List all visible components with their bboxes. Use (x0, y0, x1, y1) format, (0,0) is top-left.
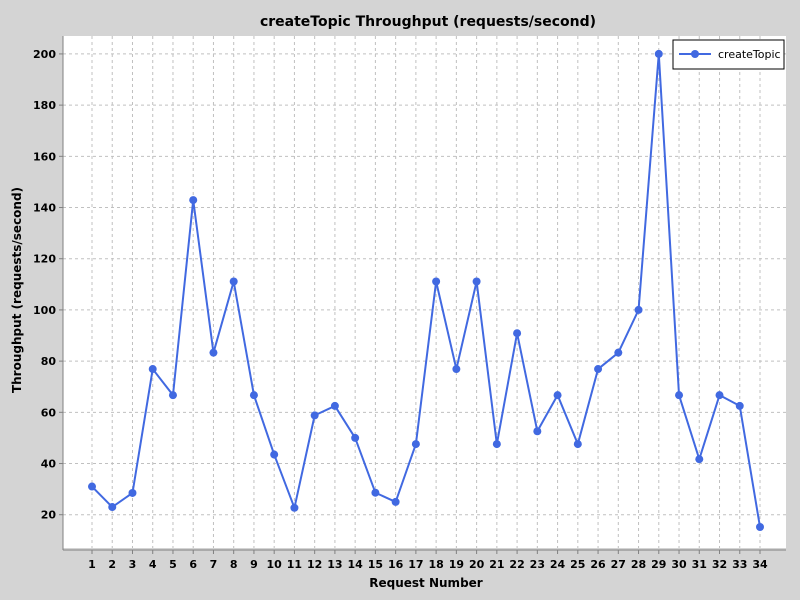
x-tick-label: 25 (570, 558, 585, 571)
data-point (492, 440, 501, 449)
x-tick-label: 15 (368, 558, 383, 571)
data-point (553, 391, 562, 400)
x-tick-label: 2 (108, 558, 116, 571)
y-tick-label: 120 (33, 253, 56, 266)
data-point (452, 365, 461, 374)
x-tick-label: 3 (129, 558, 137, 571)
legend-marker-swatch (691, 50, 699, 58)
x-tick-label: 9 (250, 558, 258, 571)
axes (59, 36, 786, 554)
x-tick-label: 11 (287, 558, 302, 571)
x-tick-label: 6 (189, 558, 197, 571)
x-tick-label: 30 (671, 558, 687, 571)
x-tick-label: 33 (732, 558, 747, 571)
data-point (513, 329, 522, 338)
x-tick-label: 7 (210, 558, 218, 571)
x-tick-label: 24 (550, 558, 566, 571)
y-tick-label: 100 (33, 304, 56, 317)
x-tick-label: 27 (611, 558, 626, 571)
x-tick-label: 31 (692, 558, 707, 571)
data-point (715, 391, 724, 400)
data-point (229, 277, 238, 286)
y-tick-labels: 20 40 60 80 100 120 140 160 180 200 (33, 48, 56, 522)
x-tick-label: 17 (408, 558, 423, 571)
data-point (614, 348, 623, 357)
x-tick-label: 23 (530, 558, 545, 571)
x-tick-label: 20 (469, 558, 485, 571)
data-point (654, 49, 663, 58)
data-point (432, 277, 441, 286)
data-point (756, 523, 764, 532)
y-tick-label: 40 (41, 458, 57, 471)
data-point (290, 503, 299, 512)
data-point (634, 305, 643, 314)
data-point (209, 348, 218, 357)
legend: createTopic (672, 39, 785, 70)
y-tick-label: 180 (33, 99, 56, 112)
plot-area (63, 36, 786, 548)
data-point (533, 427, 542, 436)
series-layer (88, 49, 764, 532)
data-point (351, 433, 360, 442)
data-point (594, 365, 603, 374)
y-tick-label: 20 (41, 509, 57, 522)
x-tick-label: 19 (449, 558, 464, 571)
x-tick-label: 22 (509, 558, 524, 571)
x-tick-label: 5 (169, 558, 177, 571)
data-point (270, 450, 279, 459)
data-point (675, 391, 684, 400)
data-point (411, 440, 420, 449)
x-tick-label: 29 (651, 558, 666, 571)
x-tick-label: 21 (489, 558, 504, 571)
x-tick-label: 13 (327, 558, 342, 571)
y-tick-label: 140 (33, 202, 56, 215)
data-point (391, 497, 400, 506)
data-point (148, 365, 157, 374)
y-tick-label: 60 (41, 406, 57, 419)
x-tick-label: 26 (590, 558, 606, 571)
y-tick-label: 160 (33, 150, 56, 163)
data-point (695, 455, 704, 464)
series-line (91, 52, 761, 528)
data-point (735, 401, 744, 410)
grid (63, 36, 786, 548)
chart-title: createTopic Throughput (requests/second) (260, 14, 596, 30)
x-axis-label: Request Number (369, 576, 483, 590)
y-axis-label: Throughput (requests/second) (10, 187, 24, 393)
data-point (168, 391, 177, 400)
data-point (371, 488, 380, 497)
data-point (310, 411, 319, 420)
x-tick-label: 10 (267, 558, 283, 571)
x-tick-label: 34 (752, 558, 768, 571)
data-point (472, 277, 481, 286)
x-tick-label: 28 (631, 558, 646, 571)
x-tick-labels: 1 2 3 4 5 6 7 8 9 10 11 12 13 14 15 16 17 18 19 20 21 22 23 24 2… (88, 558, 768, 571)
data-point (189, 196, 198, 205)
y-tick-label: 80 (41, 355, 57, 368)
x-tick-label: 4 (149, 558, 157, 571)
data-point (249, 391, 258, 400)
x-tick-label: 18 (428, 558, 443, 571)
x-tick-label: 12 (307, 558, 322, 571)
x-tick-label: 1 (88, 558, 96, 571)
data-point (330, 401, 339, 410)
data-point (573, 440, 582, 449)
x-tick-label: 16 (388, 558, 404, 571)
x-tick-label: 32 (712, 558, 727, 571)
data-point (88, 482, 96, 491)
data-point (108, 503, 117, 512)
x-tick-label: 8 (230, 558, 238, 571)
x-tick-label: 14 (347, 558, 363, 571)
data-point (128, 488, 137, 497)
legend-label: createTopic (718, 48, 781, 61)
y-tick-label: 200 (33, 48, 56, 61)
